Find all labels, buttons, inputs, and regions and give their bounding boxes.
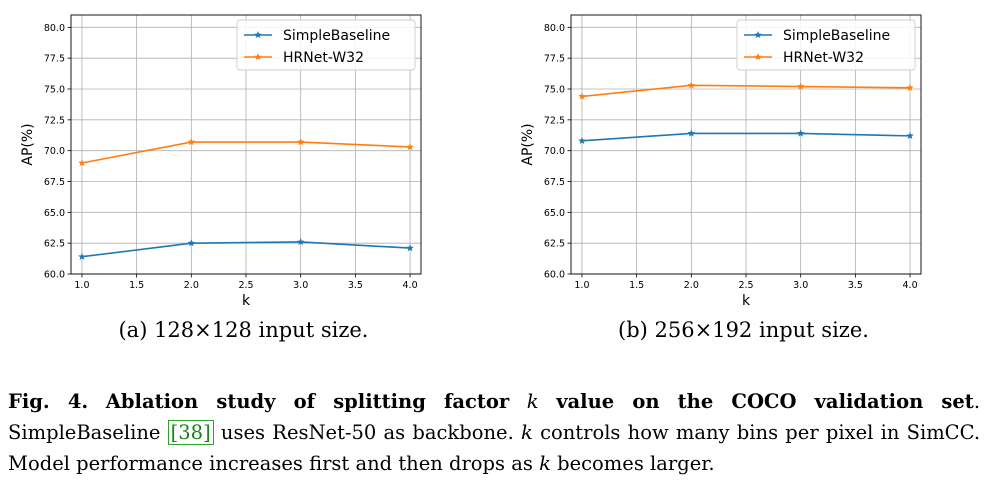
- chart-b-series-0-point: [906, 131, 914, 140]
- caption-text-4: becomes larger.: [557, 452, 715, 475]
- subcaption-b: (b) 256×192 input size.: [618, 318, 869, 342]
- caption-text-2: uses ResNet-50 as backbone.: [220, 421, 514, 444]
- chart-a-series-0-point: [296, 237, 305, 246]
- chart-a-ytick-label: 80.0: [44, 23, 65, 34]
- chart-a-series-1-line: [81, 141, 411, 164]
- chart-a-series-1-point: [296, 138, 305, 146]
- caption-fig-label: Fig. 4.: [8, 390, 89, 413]
- chart-a-xtick-label: 1.0: [74, 280, 89, 291]
- chart-b-ytick-label: 60.0: [544, 270, 565, 281]
- chart-b-xtick-label: 2.5: [738, 280, 753, 291]
- chart-a-series-1-point: [78, 159, 86, 167]
- chart-b-ytick-label: 62.5: [544, 239, 565, 250]
- chart-b-legend-label-0: SimpleBaseline: [783, 28, 890, 44]
- chart-a-series-0-point: [78, 252, 86, 260]
- chart-a-legend-label-1: HRNet-W32: [283, 50, 364, 66]
- chart-a-xtick-label: 3.0: [293, 280, 308, 291]
- chart-b-legend-marker-0: [754, 31, 762, 39]
- chart-b-ytick-label: 72.5: [544, 115, 565, 126]
- chart-a-ytick-label: 72.5: [44, 115, 65, 126]
- chart-b-ytick-label: 77.5: [544, 54, 565, 65]
- chart-a-series-1-point: [406, 142, 414, 151]
- caption-text-3: controls how many bins per pixel in SimC…: [8, 421, 981, 475]
- chart-a-series-0-line: [81, 241, 411, 258]
- caption-citation-link[interactable]: [38]: [167, 420, 214, 445]
- chart-a-xtick-label: 4.0: [403, 280, 418, 291]
- chart-b-series-0-point: [796, 129, 805, 137]
- chart-a-xtick-label: 1.5: [129, 280, 144, 291]
- caption-k-3: k: [539, 452, 551, 475]
- chart-a-ytick-label: 77.5: [44, 54, 65, 65]
- chart-a-ytick-label: 70.0: [44, 146, 65, 157]
- chart-a: 1.0 1.5 2.0 2.5 3.0 3.5 4.0 60.0 62.5 65.0 67.5 70.…: [20, 14, 422, 309]
- chart-b-xlabel: k: [742, 293, 751, 309]
- chart-b-series-1-point: [906, 83, 914, 91]
- caption-text-1: . SimpleBaseline: [8, 390, 981, 444]
- chart-b-xtick-label: 3.5: [848, 280, 863, 291]
- chart-b-ytick-label: 70.0: [544, 146, 565, 157]
- subcaption-a: (a) 128×128 input size.: [118, 318, 369, 342]
- chart-b: 1.0 1.5 2.0 2.5 3.0 3.5 4.0 60.0 62.5 65.0 67.5 70.…: [520, 14, 922, 309]
- chart-b-legend: [736, 19, 916, 71]
- chart-b-ytick-label: 80.0: [544, 23, 565, 34]
- chart-b-xtick-label: 4.0: [903, 280, 918, 291]
- chart-a-ylabel: AP(%): [20, 123, 36, 165]
- chart-b-xtick-label: 3.0: [793, 280, 808, 291]
- caption-bold-1: Ablation study of splitting factor: [105, 390, 510, 413]
- chart-a-series-0-point: [406, 244, 414, 252]
- chart-a-legend-marker-1: [254, 53, 262, 61]
- chart-b-series-0-line: [581, 132, 911, 142]
- chart-b-axes-frame: [570, 14, 922, 275]
- chart-b-legend-label-1: HRNet-W32: [783, 50, 864, 66]
- chart-b-ytick-label: 65.0: [544, 208, 565, 219]
- chart-a-xtick-label: 3.5: [348, 280, 363, 291]
- figure-caption: Fig. 4. Ablation study of splitting fact…: [8, 386, 980, 479]
- chart-b-xtick-label: 1.0: [574, 280, 589, 291]
- chart-b-series-1-point: [796, 82, 805, 90]
- chart-a-ytick-label: 75.0: [44, 85, 65, 96]
- chart-a-ytick-label: 62.5: [44, 239, 65, 250]
- chart-b-ytick-label: 75.0: [544, 85, 565, 96]
- chart-a-ytick-label: 60.0: [44, 270, 65, 281]
- chart-a-series-1-point: [187, 138, 196, 146]
- caption-bold-2: value on the COCO validation set: [556, 390, 974, 413]
- chart-b-series-1-point: [578, 92, 586, 100]
- chart-b-ytick-label: 67.5: [544, 177, 565, 188]
- chart-a-legend-marker-0: [254, 31, 262, 39]
- chart-a-legend: [236, 19, 416, 71]
- chart-a-ytick-label: 65.0: [44, 208, 65, 219]
- chart-b-xtick-label: 1.5: [629, 280, 644, 291]
- chart-b-xtick-label: 2.0: [684, 280, 699, 291]
- chart-a-ytick-label: 67.5: [44, 177, 65, 188]
- chart-b-ylabel: AP(%): [520, 123, 536, 165]
- caption-k-1: k: [526, 390, 539, 413]
- chart-a-axes-frame: [70, 14, 422, 275]
- chart-a-xtick-label: 2.0: [184, 280, 199, 291]
- chart-a-series-0-point: [187, 239, 196, 247]
- chart-a-legend-label-0: SimpleBaseline: [283, 28, 390, 44]
- chart-b-series-0-point: [687, 129, 696, 137]
- chart-a-xlabel: k: [242, 293, 251, 309]
- caption-k-2: k: [521, 421, 533, 444]
- chart-b-legend-marker-1: [754, 53, 762, 61]
- chart-a-xtick-label: 2.5: [238, 280, 253, 291]
- chart-b-series-0-point: [578, 136, 586, 145]
- chart-b-series-1-line: [581, 84, 911, 98]
- chart-b-series-1-point: [687, 81, 696, 89]
